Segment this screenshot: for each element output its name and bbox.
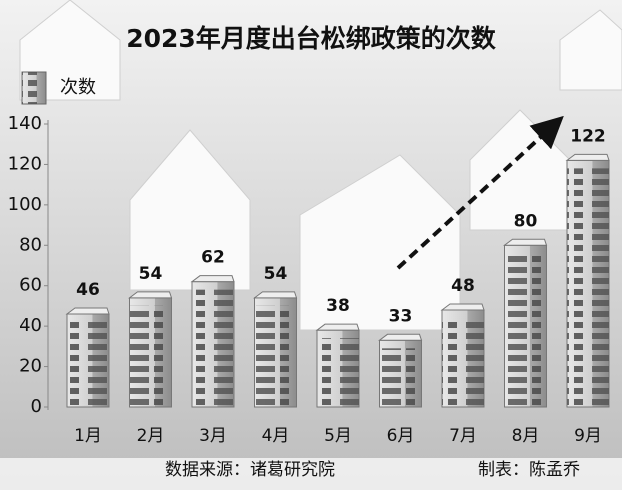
building-windows (379, 348, 422, 407)
y-tick-label: 40 (19, 315, 42, 336)
building-windows (67, 322, 109, 407)
building-roof (378, 333, 423, 341)
value-label: 80 (514, 211, 538, 231)
building-windows (504, 253, 547, 407)
building-windows (254, 305, 297, 407)
bar (315, 323, 360, 408)
building-roof (190, 275, 235, 283)
value-label: 33 (389, 306, 413, 326)
building-roof (65, 307, 110, 315)
legend-icon (21, 71, 47, 105)
building-roof (440, 303, 485, 311)
x-tick-label: 7月 (449, 426, 477, 446)
y-tick-label: 0 (31, 396, 42, 417)
building-roof (253, 291, 298, 299)
source: 数据来源：诸葛研究院 (165, 460, 335, 480)
footer-band (0, 458, 622, 490)
bar (378, 333, 423, 408)
bar (65, 307, 110, 408)
building-windows (442, 317, 484, 407)
bar (440, 303, 485, 408)
legend-label: 次数 (60, 77, 96, 98)
value-label: 122 (570, 126, 606, 146)
building-roof (128, 291, 173, 299)
value-label: 48 (451, 276, 475, 296)
x-tick-label: 2月 (137, 426, 165, 446)
building-windows (567, 168, 609, 407)
value-label: 54 (264, 264, 288, 284)
x-tick-label: 6月 (387, 426, 415, 446)
bar (253, 291, 298, 408)
building-roof (503, 238, 548, 246)
x-tick-label: 8月 (512, 426, 540, 446)
trend-arrow (396, 115, 564, 270)
y-tick-label: 100 (8, 194, 42, 215)
bar (128, 291, 173, 408)
y-tick-label: 60 (19, 275, 42, 296)
y-tick-label: 140 (8, 113, 42, 134)
value-label: 46 (76, 280, 100, 300)
building-roof (565, 153, 610, 161)
value-label: 54 (139, 264, 163, 284)
building-windows (129, 305, 172, 407)
y-tick-label: 120 (8, 153, 42, 174)
author: 制表：陈孟乔 (478, 460, 580, 480)
y-tick-label: 80 (19, 234, 42, 255)
x-tick-label: 4月 (262, 426, 290, 446)
x-tick-label: 3月 (199, 426, 227, 446)
building-windows (317, 338, 359, 407)
building-roof (315, 323, 360, 331)
y-tick-label: 20 (19, 356, 42, 377)
value-label: 62 (201, 248, 225, 268)
house-decor (19, 0, 622, 331)
bar (565, 153, 610, 408)
x-tick-label: 5月 (324, 426, 352, 446)
value-label: 38 (326, 296, 350, 316)
bar (190, 275, 235, 408)
x-tick-label: 9月 (574, 426, 602, 446)
x-tick-label: 1月 (74, 426, 102, 446)
bar (503, 238, 548, 408)
chart-title: 2023年月度出台松绑政策的次数 (126, 24, 497, 53)
building-windows (192, 289, 234, 407)
